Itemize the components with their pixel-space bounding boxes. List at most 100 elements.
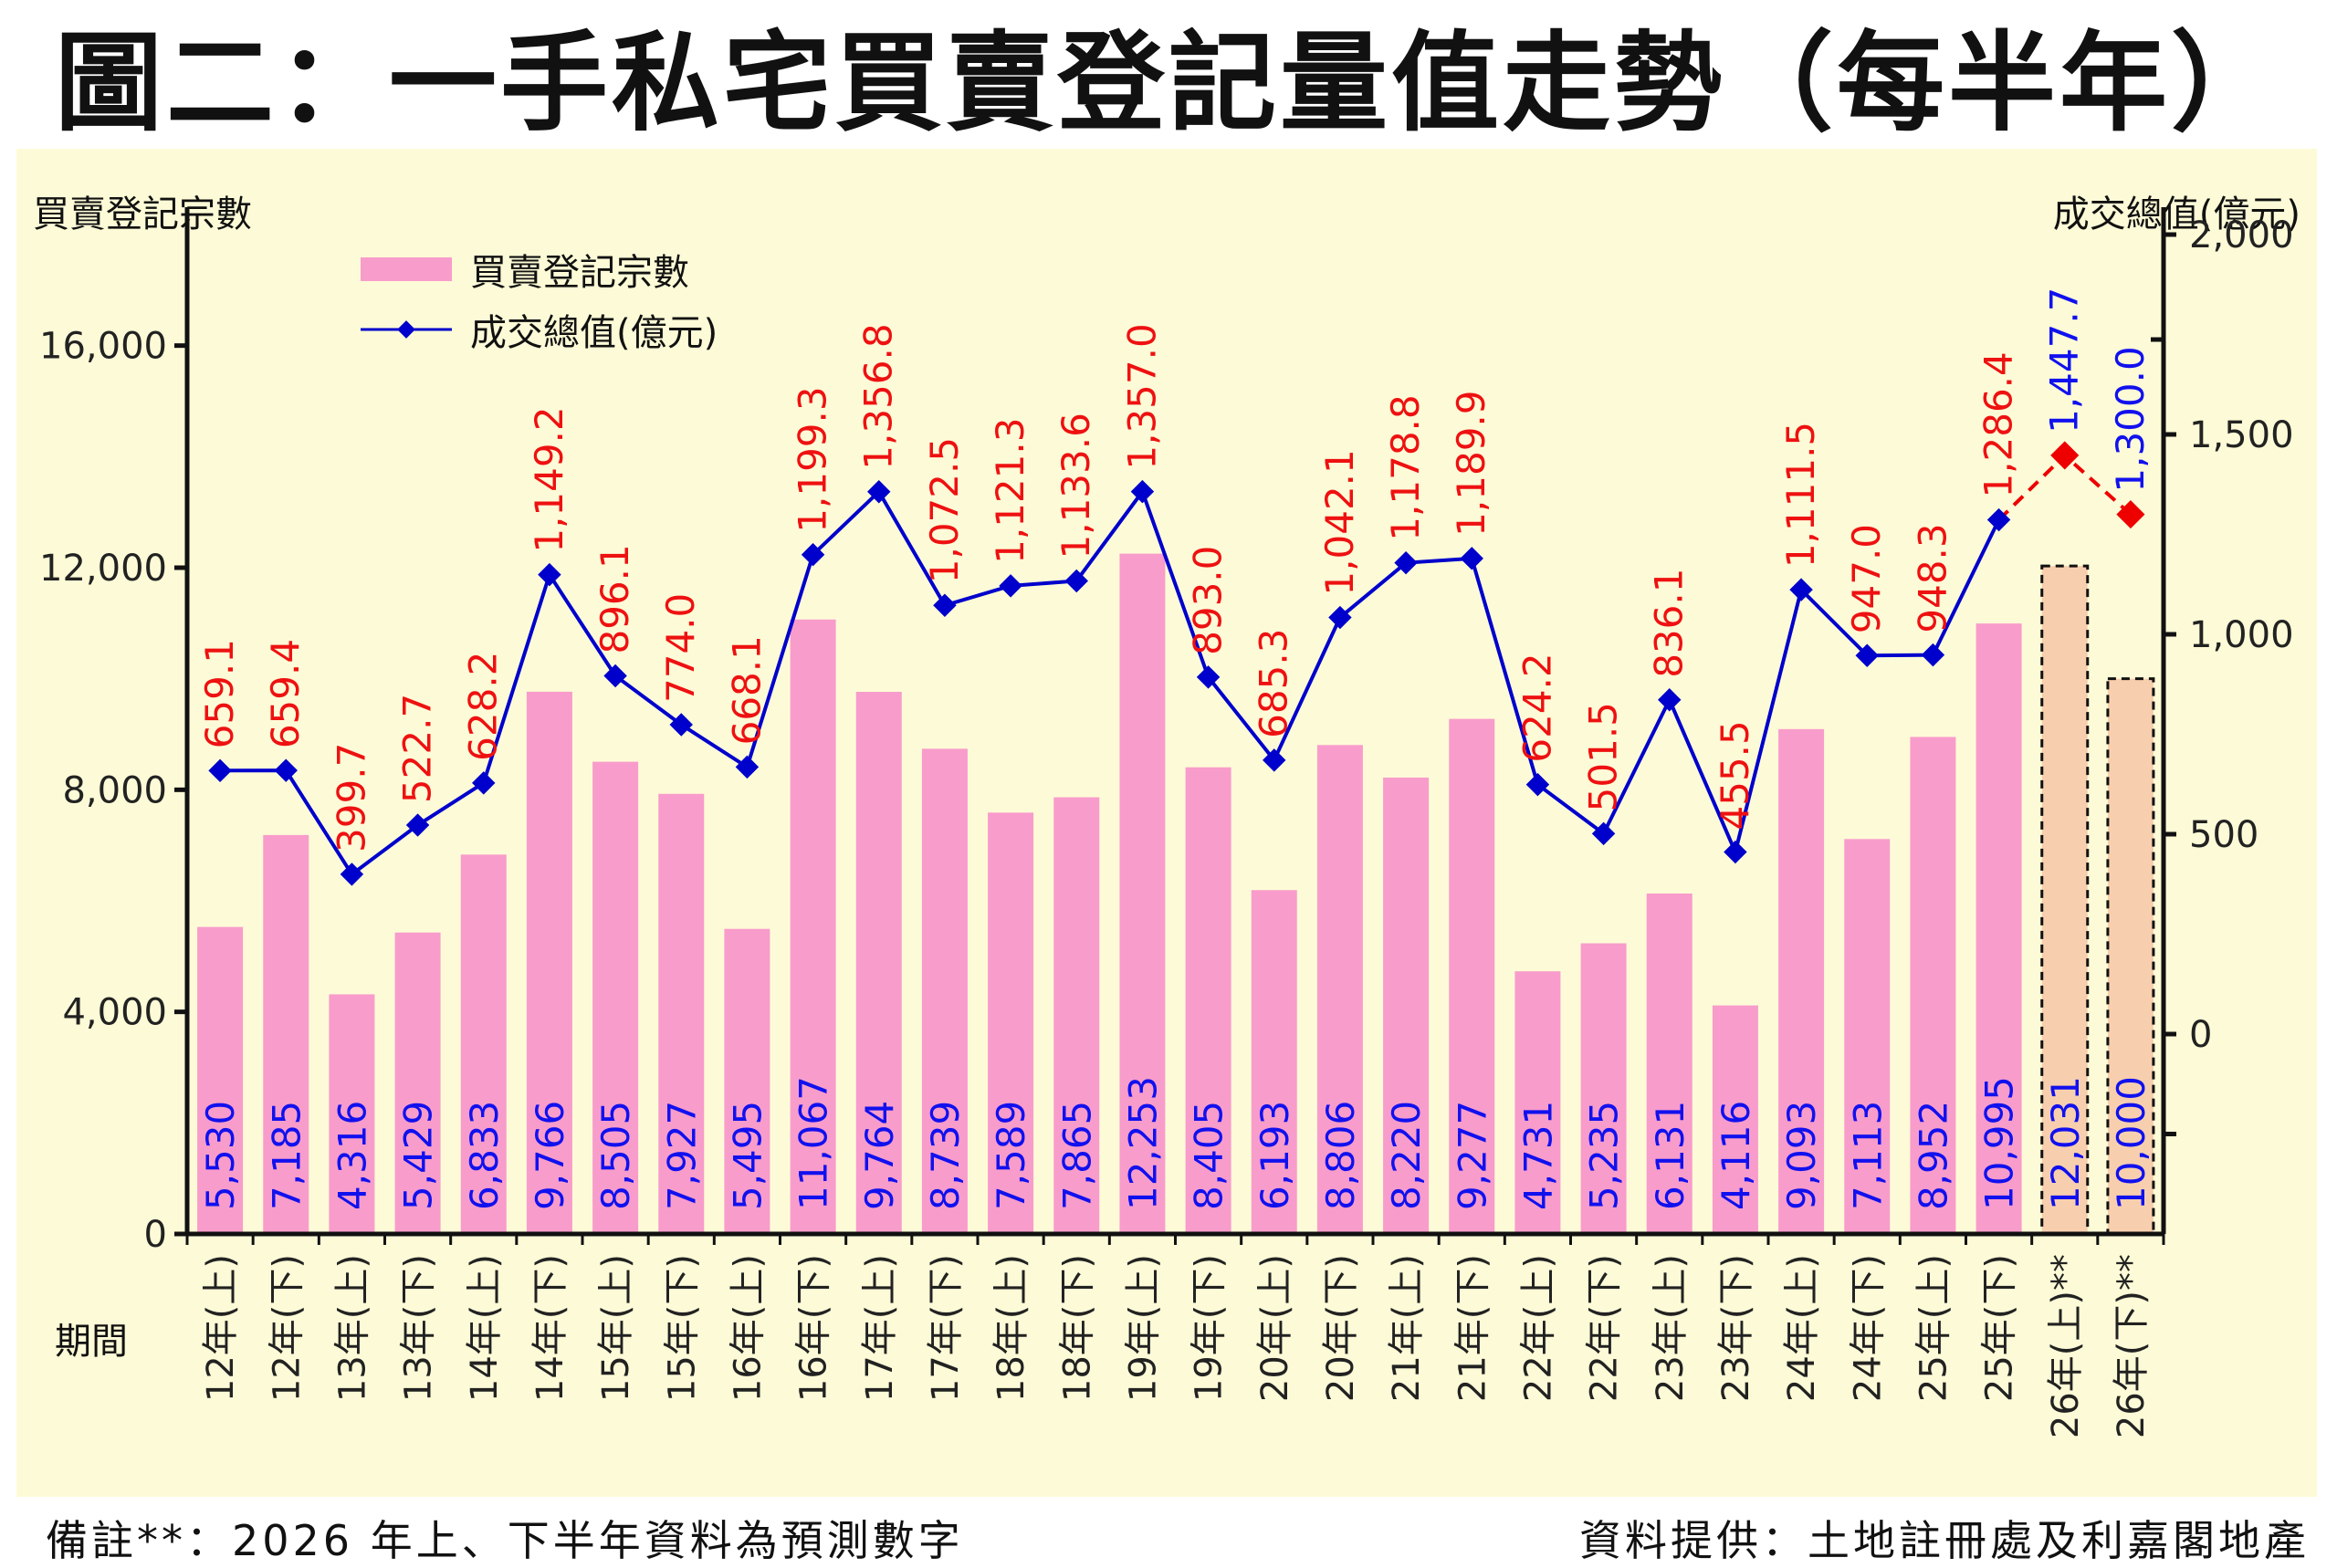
count-data-label: 5,530 xyxy=(198,1101,243,1210)
count-data-label: 9,093 xyxy=(1779,1101,1824,1210)
count-data-label: 4,731 xyxy=(1515,1101,1560,1210)
value-marker xyxy=(735,755,760,779)
forecast-value-marker xyxy=(2116,500,2145,529)
value-marker xyxy=(472,771,496,795)
count-data-label: 9,766 xyxy=(528,1101,572,1210)
count-data-label: 8,405 xyxy=(1187,1101,1231,1210)
category-label: 24年(下) xyxy=(1847,1254,1889,1402)
left-tick-label: 4,000 xyxy=(62,992,167,1034)
legend: 買賣登記宗數 成交總值(億元) xyxy=(361,239,718,360)
footnote: 備註**：2026 年上、下半年資料為預測數字 xyxy=(46,1516,964,1565)
forecast-bar xyxy=(2040,564,2090,1236)
category-label: 22年(下) xyxy=(1584,1254,1626,1402)
category-label: 21年(下) xyxy=(1451,1254,1493,1402)
left-axis-title: 買賣登記宗數 xyxy=(33,193,252,235)
legend-item-bars: 買賣登記宗數 xyxy=(361,239,718,299)
value-data-label: 399.7 xyxy=(329,743,373,852)
category-label: 19年(下) xyxy=(1189,1254,1231,1402)
x-axis-title: 期間 xyxy=(55,1321,128,1363)
count-data-label: 6,131 xyxy=(1648,1101,1692,1210)
count-data-label: 6,193 xyxy=(1252,1101,1297,1210)
count-data-label: 12,253 xyxy=(1120,1076,1165,1210)
category-label: 15年(上) xyxy=(595,1254,637,1402)
bar xyxy=(526,691,572,1234)
value-data-label: 1,300.0 xyxy=(2108,346,2153,492)
value-marker xyxy=(1658,688,1682,712)
count-data-label: 5,495 xyxy=(725,1101,770,1210)
value-marker xyxy=(538,562,561,587)
bar xyxy=(724,928,770,1234)
category-label: 17年(上) xyxy=(859,1254,901,1402)
value-data-label: 1,178.8 xyxy=(1383,394,1428,540)
bar xyxy=(197,926,244,1234)
right-tick-label: 500 xyxy=(2189,814,2258,856)
value-data-label: 774.0 xyxy=(658,593,703,703)
count-data-label: 7,865 xyxy=(1054,1101,1099,1210)
legend-line-swatch xyxy=(361,318,452,341)
right-tick-label: 0 xyxy=(2189,1014,2212,1056)
category-label: 20年(上) xyxy=(1254,1254,1296,1402)
bar xyxy=(1119,553,1166,1234)
count-data-label: 10,000 xyxy=(2109,1076,2154,1210)
value-data-label: 1,447.7 xyxy=(2042,287,2087,434)
value-data-label: 893.0 xyxy=(1186,546,1231,655)
value-marker xyxy=(999,574,1022,598)
value-marker xyxy=(1460,547,1483,570)
bar xyxy=(394,932,441,1234)
category-label: 25年(下) xyxy=(1979,1254,2021,1402)
count-data-label: 5,235 xyxy=(1582,1101,1627,1210)
value-data-label: 1,121.3 xyxy=(988,418,1032,564)
bar xyxy=(1251,890,1297,1234)
count-data-label: 8,505 xyxy=(593,1101,638,1210)
value-data-label: 947.0 xyxy=(1844,524,1889,633)
category-label: 16年(上) xyxy=(727,1254,769,1402)
value-marker xyxy=(603,664,627,688)
right-axis-title: 成交總值(億元) xyxy=(2052,193,2300,235)
category-label: 18年(上) xyxy=(990,1254,1032,1402)
count-data-label: 9,277 xyxy=(1450,1101,1494,1210)
value-data-label: 668.1 xyxy=(724,635,769,745)
value-data-label: 1,286.4 xyxy=(1976,351,2021,497)
legend-item-line: 成交總值(億元) xyxy=(361,299,718,360)
left-tick-label: 12,000 xyxy=(39,548,167,590)
left-tick-label: 8,000 xyxy=(62,769,167,811)
category-label: 13年(下) xyxy=(398,1254,440,1402)
bar xyxy=(1646,894,1692,1234)
value-marker xyxy=(274,758,298,782)
value-data-label: 1,357.0 xyxy=(1119,323,1164,469)
count-data-label: 8,806 xyxy=(1318,1101,1363,1210)
value-marker xyxy=(340,862,364,886)
legend-label-line: 成交總值(億元) xyxy=(470,312,718,354)
category-label: 26年(下)** xyxy=(2111,1254,2153,1438)
bar xyxy=(988,812,1034,1234)
left-tick-label: 16,000 xyxy=(39,326,167,368)
bar xyxy=(1712,1005,1758,1234)
bar xyxy=(855,692,902,1234)
category-label: 22年(上) xyxy=(1517,1254,1559,1402)
count-data-label: 9,764 xyxy=(857,1101,902,1210)
category-label: 13年(上) xyxy=(331,1254,373,1402)
right-tick-label: 2,000 xyxy=(2189,214,2294,256)
bar xyxy=(921,748,968,1234)
value-marker xyxy=(867,479,891,504)
count-data-label: 4,316 xyxy=(330,1101,374,1210)
category-label: 18年(下) xyxy=(1056,1254,1098,1402)
count-data-label: 5,429 xyxy=(396,1101,441,1210)
bar xyxy=(1910,737,1956,1234)
category-label: 12年(上) xyxy=(200,1254,242,1402)
category-label: 23年(上) xyxy=(1650,1254,1692,1402)
bar xyxy=(1778,728,1825,1234)
bar xyxy=(1514,971,1561,1234)
value-marker xyxy=(208,758,232,783)
value-data-label: 522.7 xyxy=(395,694,440,803)
forecast-value-marker xyxy=(2050,441,2080,470)
bar xyxy=(329,994,375,1234)
category-label: 16年(下) xyxy=(793,1254,835,1402)
category-label: 23年(下) xyxy=(1715,1254,1757,1402)
value-data-label: 659.4 xyxy=(263,639,308,748)
category-label: 14年(下) xyxy=(529,1254,571,1402)
right-tick-label: 1,000 xyxy=(2189,614,2294,656)
value-data-label: 836.1 xyxy=(1647,569,1692,678)
bar xyxy=(1844,839,1891,1234)
page-title: 圖二：一手私宅買賣登記量值走勢（每半年） xyxy=(54,19,2282,146)
